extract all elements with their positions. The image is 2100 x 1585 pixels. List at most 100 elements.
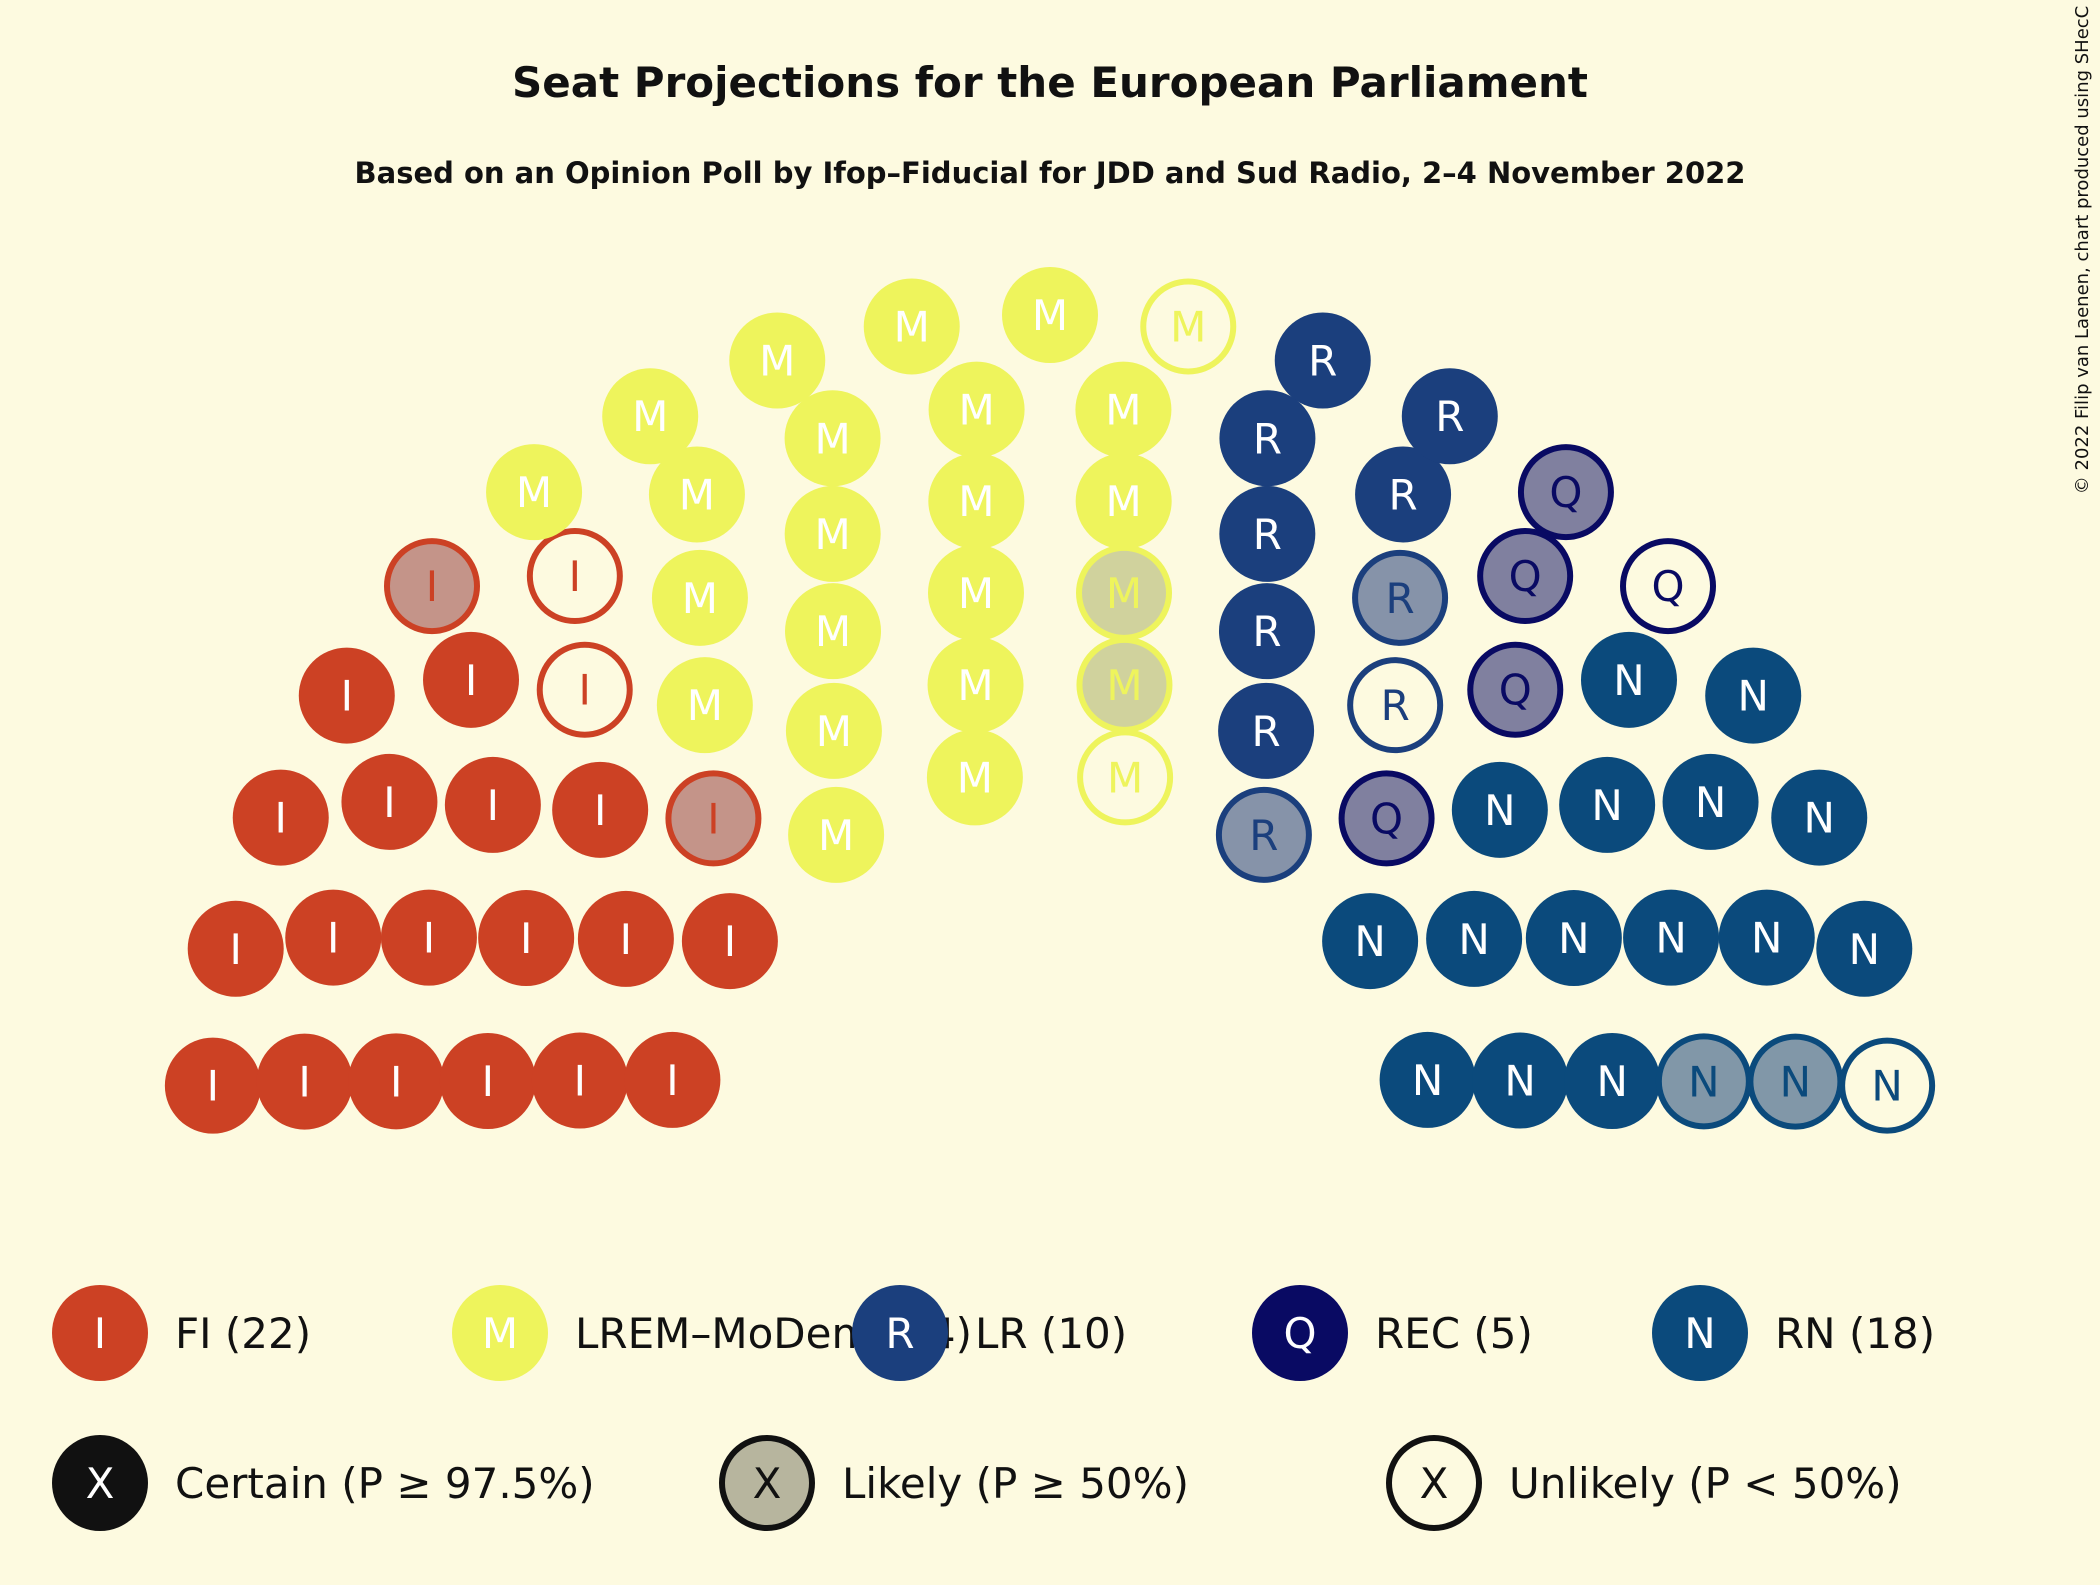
seat-lrem-modem	[785, 682, 882, 779]
seat-lr	[1355, 446, 1452, 543]
seat-rn	[1816, 900, 1913, 997]
seat-fi	[232, 769, 329, 866]
seat-rn-letter: N	[1484, 786, 1515, 835]
seat-fi-letter: I	[569, 552, 581, 601]
seat-lrem-modem	[1077, 729, 1174, 826]
seat-lr-letter: R	[1381, 681, 1410, 730]
legend-swatch-lrem-modem-letter: M	[482, 1309, 518, 1358]
seat-rn	[1559, 756, 1656, 853]
seat-rn-letter: N	[1738, 672, 1769, 721]
seat-lr-letter: R	[1435, 392, 1464, 441]
legend-swatch-fi	[52, 1285, 148, 1381]
seat-rn-letter: N	[1613, 656, 1644, 705]
seat-fi	[577, 890, 674, 987]
seat-lrem-modem-letter: M	[679, 470, 715, 519]
seat-lr	[1218, 682, 1315, 779]
seat-lrem-modem-letter: M	[632, 392, 668, 441]
seat-rn	[1564, 1032, 1661, 1129]
seat-lrem-modem-letter: M	[1106, 477, 1142, 526]
legend-swatch-lr	[852, 1285, 948, 1381]
seat-lr	[1274, 312, 1371, 409]
chart-title: Seat Projections for the European Parlia…	[512, 58, 1588, 107]
seat-lr-letter: R	[1252, 607, 1281, 656]
seat-rn	[1472, 1032, 1569, 1129]
seat-fi-letter: I	[620, 915, 632, 964]
seat-fi	[285, 889, 382, 986]
seat-rec-letter: Q	[1549, 468, 1582, 517]
seat-fi	[256, 1033, 353, 1130]
seat-lrem-modem-letter: M	[1106, 569, 1142, 618]
status-swatch-unlikely	[1386, 1435, 1482, 1531]
seat-fi-letter: I	[520, 914, 532, 963]
seat-lrem-modem-letter: M	[1105, 386, 1141, 435]
seat-rn-letter: N	[1354, 917, 1385, 966]
legend-label: REC (5)	[1375, 1309, 1533, 1358]
seat-fi	[552, 761, 649, 858]
seat-rn-letter: N	[1591, 781, 1622, 830]
seat-rn-letter: N	[1871, 1062, 1902, 1111]
seat-rec	[1477, 528, 1574, 625]
seat-lr	[1352, 549, 1449, 646]
seat-lrem-modem	[863, 278, 960, 375]
seat-lrem-modem-letter: M	[957, 753, 993, 802]
legend-swatch-lr-letter: R	[885, 1309, 914, 1358]
seat-lrem-modem	[928, 453, 1025, 550]
seat-lrem-modem-letter: M	[815, 510, 851, 559]
seat-lrem-modem	[926, 729, 1023, 826]
seat-lrem-modem	[1140, 278, 1237, 375]
seat-lrem-modem-letter: M	[1106, 661, 1142, 710]
seat-lrem-modem	[651, 549, 748, 646]
seat-rn	[1580, 631, 1677, 728]
chart-subtitle: Based on an Opinion Poll by Ifop–Fiducia…	[355, 156, 1746, 190]
seat-lrem-modem-letter: M	[759, 337, 795, 386]
seat-rn-letter: N	[1504, 1057, 1535, 1106]
seat-lrem-modem	[1075, 361, 1172, 458]
seat-fi	[526, 528, 623, 625]
seat-rn-letter: N	[1780, 1058, 1811, 1107]
seat-rn	[1662, 753, 1759, 850]
seat-fi	[423, 631, 520, 728]
legend-swatch-rn	[1652, 1285, 1748, 1381]
legend-swatch-rn-letter: N	[1684, 1309, 1715, 1358]
seat-rn	[1379, 1031, 1476, 1128]
seat-rn	[1771, 769, 1868, 866]
seat-lr	[1219, 485, 1316, 582]
legend-label: RN (18)	[1775, 1309, 1935, 1358]
seat-lrem-modem-letter: M	[957, 661, 993, 710]
seat-lrem-modem	[784, 485, 881, 582]
legend: I FI (22) M LREM–MoDem (24)R LR (10) Q REC (5)…	[52, 1285, 1935, 1531]
seat-fi	[624, 1031, 721, 1128]
seat-lr-letter: R	[1253, 510, 1282, 559]
seat-lrem-modem	[648, 446, 745, 543]
seat-rn-letter: N	[1804, 794, 1835, 843]
seat-fi-letter: I	[465, 656, 477, 705]
seat-rn	[1525, 890, 1622, 987]
seat-lrem-modem-letter: M	[894, 302, 930, 351]
seat-lrem-modem-letter: M	[818, 811, 854, 860]
seat-fi-letter: I	[341, 672, 353, 721]
seat-fi-letter: I	[390, 1057, 402, 1106]
seat-lr-letter: R	[1385, 574, 1414, 623]
seat-lrem-modem	[602, 368, 699, 465]
seat-lr	[1215, 786, 1312, 883]
seat-rn-letter: N	[1688, 1057, 1719, 1106]
status-swatch-symbol: X	[753, 1459, 782, 1508]
seat-rn	[1623, 889, 1720, 986]
seat-rec	[1517, 444, 1614, 541]
seat-lrem-modem-letter: M	[516, 468, 552, 517]
seat-lr	[1219, 390, 1316, 487]
seat-lr	[1218, 583, 1315, 680]
seat-lrem-modem-letter: M	[816, 707, 852, 756]
seat-lrem-modem	[785, 583, 882, 680]
seat-lrem-modem	[927, 636, 1024, 733]
seat-lrem-modem-letter: M	[958, 477, 994, 526]
seat-lrem-modem	[784, 390, 881, 487]
seat-rn-letter: N	[1695, 778, 1726, 827]
seat-fi	[348, 1033, 445, 1130]
seat-lrem-modem-letter: M	[958, 569, 994, 618]
seat-lr-letter: R	[1249, 811, 1278, 860]
seat-rn	[1705, 647, 1802, 744]
legend-swatch-fi-letter: I	[94, 1309, 106, 1358]
seat-fi-letter: I	[383, 778, 395, 827]
